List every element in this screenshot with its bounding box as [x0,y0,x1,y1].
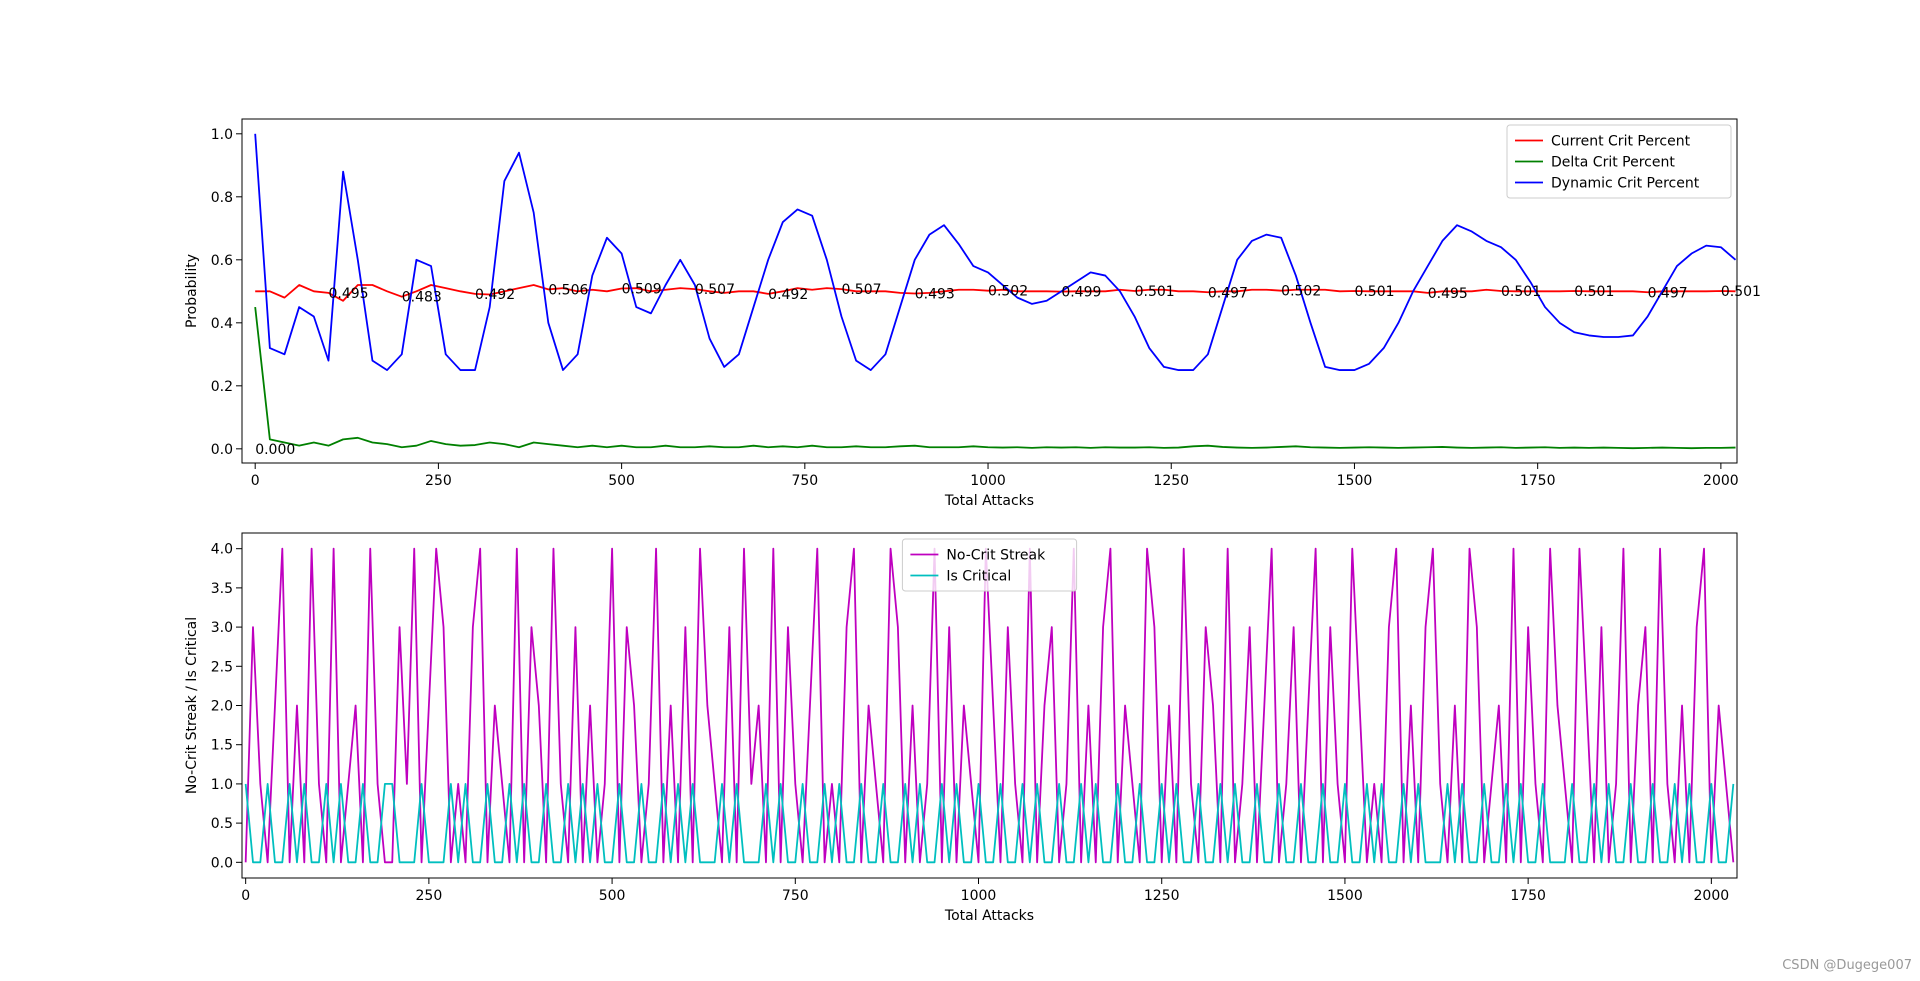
legend: Current Crit Percent Delta Crit Percent Dy… [1506,124,1732,199]
subplot: 0.000 0.495 0.483 0.492 0.506 0.509 0.507 0.492… [184,118,1761,509]
y-tick-label: 2.5 [211,659,233,675]
x-axis-label: Total Attacks [944,908,1034,924]
x-tick-label: 1500 [1327,888,1363,904]
y-tick-label: 0.0 [211,442,233,458]
annotation: 0.497 [1648,285,1688,301]
watermark: CSDN @Dugege007 [1782,958,1912,973]
y-tick-label: 1.0 [211,777,233,793]
legend-label: No-Crit Streak [946,548,1046,564]
y-tick-label: 1.5 [211,738,233,754]
y-tick-label: 0.8 [211,190,233,206]
legend-label: Current Crit Percent [1551,134,1691,150]
y-tick-label: 0.0 [211,855,233,871]
x-tick-label: 500 [608,473,635,489]
annotation: 0.501 [1354,284,1394,300]
annotation: 0.506 [548,282,588,298]
x-tick-label: 250 [416,888,443,904]
annotation: 0.507 [695,282,735,298]
y-tick-label: 0.5 [211,816,233,832]
annotation: 0.483 [402,290,442,306]
y-axis-label: Probability [184,254,200,328]
y-tick-label: 1.0 [211,127,233,143]
plot-area [244,547,1735,864]
x-tick-label: 1750 [1520,473,1556,489]
y-tick-label: 3.0 [211,620,233,636]
series-line [244,547,1735,864]
plot-area [254,133,1737,450]
x-tick-label: 750 [791,473,818,489]
y-tick-label: 4.0 [211,542,233,558]
x-tick-label: 2000 [1703,473,1739,489]
annotation: 0.497 [1208,285,1248,301]
annotation: 0.509 [622,281,662,297]
x-axis-label: Total Attacks [944,493,1034,509]
legend-label: Dynamic Crit Percent [1551,176,1700,192]
x-tick-label: 250 [425,473,452,489]
series-line [255,284,1736,302]
y-tick-label: 2.0 [211,699,233,715]
legend: No-Crit Streak Is Critical [901,538,1078,592]
annotation: 0.502 [1281,284,1321,300]
x-tick-label: 1250 [1153,473,1189,489]
legend-label: Is Critical [946,569,1011,585]
annotation: 0.501 [1501,284,1541,300]
series-line [244,783,1735,864]
legend-box [901,538,1078,592]
annotation: 0.501 [1574,284,1614,300]
annotation: 0.501 [1135,284,1175,300]
annotation: 0.492 [475,287,515,303]
x-tick-label: 1250 [1144,888,1180,904]
x-tick-label: 1750 [1510,888,1546,904]
x-tick-label: 0 [241,888,250,904]
annotation: 0.492 [768,287,808,303]
annotation: 0.000 [255,442,295,458]
series-line [254,306,1736,450]
x-tick-label: 500 [599,888,626,904]
x-tick-label: 0 [251,473,260,489]
annotation: 0.493 [915,287,955,303]
y-tick-label: 0.4 [211,316,233,332]
annotation: 0.507 [841,282,881,298]
y-tick-label: 0.6 [211,253,233,269]
y-tick-label: 3.5 [211,581,233,597]
subplot: 0 250 500 750 1000 1250 1500 1750 2000 0.0 0.5 1.0 1… [184,532,1738,924]
x-tick-label: 1000 [970,473,1006,489]
legend-box [1506,124,1732,199]
x-tick-label: 1000 [961,888,997,904]
x-tick-label: 750 [782,888,809,904]
legend-label: Delta Crit Percent [1551,155,1675,171]
x-tick-label: 1500 [1337,473,1373,489]
x-tick-label: 2000 [1694,888,1730,904]
annotation: 0.495 [328,286,368,302]
y-axis-label: No-Crit Streak / Is Critical [184,617,200,794]
annotation: 0.495 [1428,286,1468,302]
y-tick-label: 0.2 [211,379,233,395]
annotation: 0.501 [1721,284,1761,300]
axes-frame [241,118,1738,464]
series-line [254,133,1737,371]
annotation: 0.499 [1061,285,1101,301]
annotation: 0.502 [988,284,1028,300]
